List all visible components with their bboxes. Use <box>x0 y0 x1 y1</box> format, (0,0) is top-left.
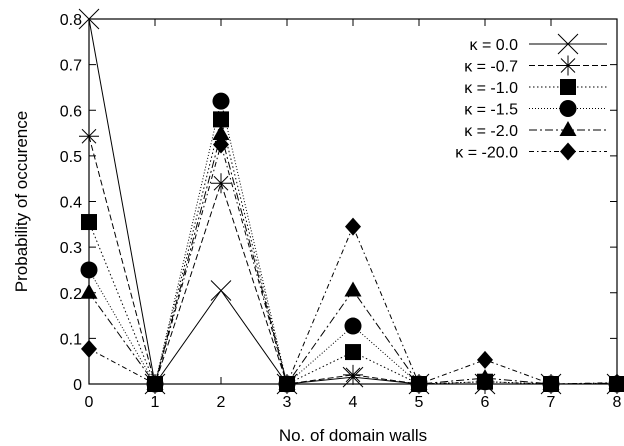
legend: κ = 0.0 κ = -0.7 κ = -1.0 κ = -1.5 κ = -2.0 κ… <box>455 33 607 162</box>
y-tick-label: 0.4 <box>60 195 82 212</box>
y-tick-label: 0.8 <box>60 12 82 29</box>
y-tick-label: 0.1 <box>60 331 82 348</box>
data-point <box>343 364 363 385</box>
axis-ticks: 0 1 2 3 4 5 6 7 8 0 0.1 0.2 0.3 0.4 0.5 0.6 0.7 0.8 <box>60 12 622 411</box>
series-layer <box>78 8 624 395</box>
y-tick-label: 0.5 <box>60 149 82 166</box>
x-tick-label: 0 <box>85 394 94 411</box>
y-tick-label: 0.6 <box>60 103 82 120</box>
data-point <box>212 124 230 140</box>
data-point <box>345 217 361 236</box>
data-point <box>213 135 229 154</box>
legend-entry: κ = -1.5 <box>464 100 607 119</box>
data-point <box>476 369 494 385</box>
plot-frame <box>88 18 618 385</box>
x-tick-label: 8 <box>613 394 622 411</box>
legend-entry: κ = -2.0 <box>464 121 607 140</box>
x-tick-label: 5 <box>415 394 424 411</box>
y-tick-label: 0.2 <box>60 286 82 303</box>
data-point <box>211 173 231 194</box>
legend-label: κ = -2.0 <box>464 123 518 140</box>
data-point <box>210 280 232 301</box>
y-tick-label: 0.3 <box>60 240 82 257</box>
legend-entry: κ = -1.0 <box>464 79 607 97</box>
x-tick-label: 4 <box>349 394 358 411</box>
data-point <box>213 111 229 128</box>
x-tick-label: 2 <box>217 394 226 411</box>
data-point <box>344 317 362 335</box>
series-cross <box>78 8 624 395</box>
x-axis-label: No. of domain walls <box>279 426 427 445</box>
series-line <box>88 119 617 386</box>
legend-marker <box>560 79 576 95</box>
legend-marker <box>559 121 577 136</box>
legend-label: κ = -1.5 <box>464 102 518 119</box>
legend-label: κ = -0.7 <box>464 59 518 76</box>
series-square <box>81 111 624 392</box>
y-axis-label: Probability of occurence <box>12 111 31 292</box>
x-tick-label: 6 <box>481 394 490 411</box>
legend-label: κ = -1.0 <box>464 80 518 97</box>
series-line <box>88 132 618 386</box>
y-tick-label: 0.7 <box>60 58 82 75</box>
legend-marker <box>557 33 579 55</box>
data-point <box>212 92 230 110</box>
legend-label: κ = 0.0 <box>470 37 519 54</box>
x-tick-label: 1 <box>151 394 160 411</box>
x-tick-label: 7 <box>547 394 556 411</box>
x-tick-label: 3 <box>283 394 292 411</box>
data-point <box>344 281 362 297</box>
data-point <box>345 344 361 361</box>
legend-marker <box>560 142 576 161</box>
legend-entry: κ = 0.0 <box>470 33 607 55</box>
legend-marker <box>558 55 578 76</box>
legend-entry: κ = -20.0 <box>455 142 607 162</box>
legend-entry: κ = -0.7 <box>464 55 607 76</box>
legend-marker <box>559 100 577 117</box>
y-tick-label: 0 <box>73 377 82 394</box>
series-line <box>88 101 617 386</box>
legend-label: κ = -20.0 <box>455 145 518 162</box>
data-point <box>477 350 493 369</box>
